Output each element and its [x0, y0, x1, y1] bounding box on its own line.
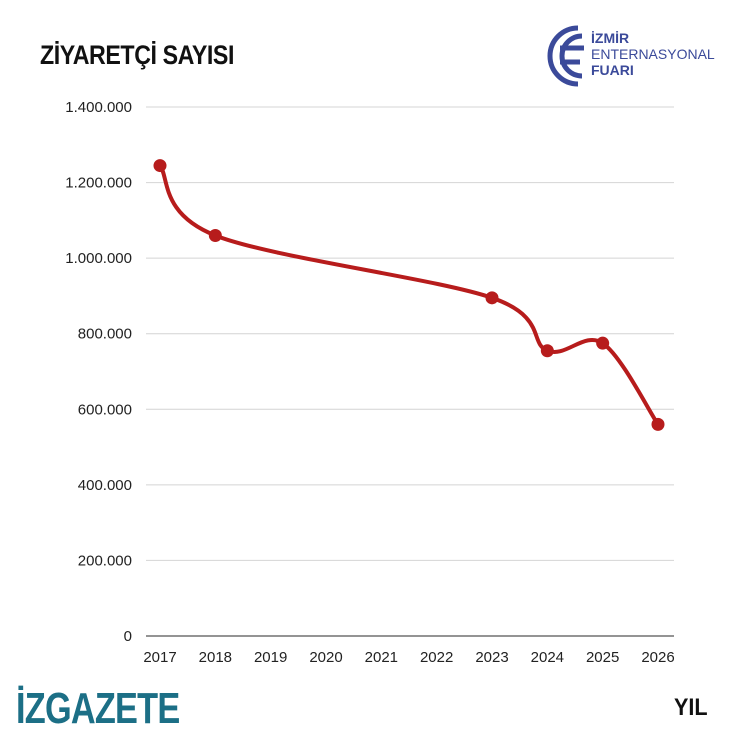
- y-tick-label: 400.000: [78, 477, 132, 494]
- y-tick-label: 1.400.000: [65, 99, 132, 116]
- x-tick-label: 2018: [199, 649, 232, 666]
- data-point: [540, 344, 554, 358]
- y-tick-label: 600.000: [78, 401, 132, 418]
- x-tick-label: 2022: [420, 649, 453, 666]
- logo-line3: FUARI: [591, 62, 634, 78]
- x-tick-label: 2025: [586, 649, 619, 666]
- data-point: [651, 417, 665, 431]
- brand-logo: İZGAZETE: [16, 684, 180, 733]
- x-tick-label: 2024: [531, 649, 564, 666]
- x-tick-labels: 2017 2018 2019 2020 2021 2022 2023 2024 2025 2026: [143, 649, 674, 666]
- data-point: [153, 159, 167, 173]
- grid-lines: [146, 106, 674, 637]
- y-tick-label: 800.000: [78, 326, 132, 343]
- y-tick-label: 1.200.000: [65, 175, 132, 192]
- logo-line1: İZMİR: [591, 30, 630, 46]
- series-line: [158, 163, 660, 427]
- y-tick-label: 1.000.000: [65, 250, 132, 267]
- x-axis-label: YIL: [674, 694, 708, 721]
- data-point: [208, 228, 222, 242]
- fuar-logo: İZMİR ENTERNASYONAL FUARI: [538, 18, 718, 94]
- data-point: [596, 336, 610, 350]
- data-point: [485, 291, 499, 305]
- x-tick-label: 2017: [143, 649, 176, 666]
- y-tick-labels: 0 200.000 400.000 600.000 800.000 1.000.000 1.…: [65, 99, 132, 645]
- x-tick-label: 2021: [365, 649, 398, 666]
- x-tick-label: 2019: [254, 649, 287, 666]
- fuar-logo-icon: [547, 25, 584, 87]
- x-tick-label: 2026: [641, 649, 674, 666]
- y-tick-label: 200.000: [78, 552, 132, 569]
- logo-line2: ENTERNASYONAL: [591, 46, 715, 62]
- x-tick-label: 2023: [475, 649, 508, 666]
- chart-title: ZİYARETÇİ SAYISI: [40, 40, 234, 70]
- x-tick-label: 2020: [309, 649, 342, 666]
- series-layer: [153, 159, 665, 431]
- y-tick-label: 0: [124, 628, 132, 645]
